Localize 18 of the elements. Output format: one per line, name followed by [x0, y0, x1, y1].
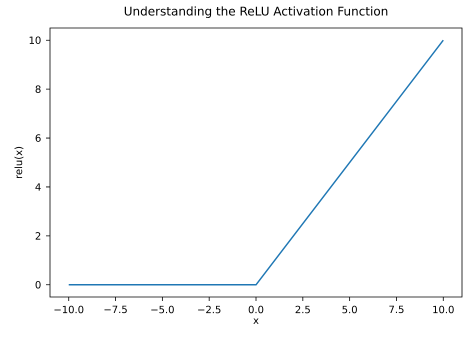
x-tick-label: 0.0	[248, 306, 264, 314]
y-tick-label: 2	[36, 232, 40, 240]
y-tick-label: 0	[36, 280, 41, 289]
y-tick-label: 4	[35, 183, 41, 191]
x-tick-label: −10.0	[54, 306, 84, 314]
x-tick-label: 10.0	[433, 306, 454, 314]
y-tick-label: 8	[36, 85, 41, 93]
x-tick-label: −5.0	[151, 306, 174, 314]
x-tick-label: 2.5	[296, 306, 310, 314]
y-axis-title: relu(x)	[14, 146, 24, 178]
x-axis-title: x	[253, 318, 259, 324]
y-tick-label: 10	[30, 36, 41, 44]
y-tick-label: 6	[36, 134, 41, 142]
chart-title: Understanding the ReLU Activation Function	[124, 6, 388, 18]
x-tick-label: 7.5	[389, 306, 404, 314]
x-tick-label: −7.5	[104, 306, 127, 314]
x-tick-label: 5.0	[342, 306, 357, 314]
x-tick-label: −2.5	[198, 306, 220, 314]
